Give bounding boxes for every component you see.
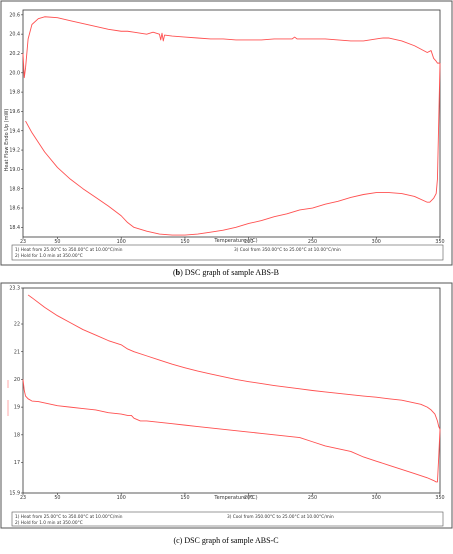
b-ytick-label: 19.4 <box>9 128 20 134</box>
c-xtick-label: 23 <box>20 495 26 501</box>
b-ytick-label: 19.2 <box>9 148 20 154</box>
chart-b: 18.4 18.6 18.8 19.0 19.2 19.4 19.6 19.8 20.0 20.2… <box>0 0 453 266</box>
b-ytick-label: 18.4 <box>9 225 20 231</box>
c-ytick-label: 19 <box>14 405 20 411</box>
c-series-heating <box>22 379 441 483</box>
b-series-heat <box>22 16 440 79</box>
c-ytick-label: 17 <box>14 460 20 466</box>
b-ytick-label: 19.0 <box>9 167 20 173</box>
b-ytick-label: 19.8 <box>9 90 20 96</box>
b-ytick-label: 18.6 <box>9 206 20 212</box>
b-xtick-label: 23 <box>20 239 26 245</box>
c-ytick-label: 15.9 <box>9 491 20 497</box>
chart-c: 15.9 17 18 19 20 21 22 23.3 23 50 100 150 200 250 300… <box>0 282 453 529</box>
b-ytick-label: 20.0 <box>9 70 20 76</box>
b-ytick-label: 20.4 <box>9 32 20 38</box>
c-ytick-label: 20 <box>14 377 20 383</box>
b-ytick-label: 20.6 <box>9 12 20 18</box>
b-xtick-label: 50 <box>54 239 60 245</box>
b-ytick-label: 19.6 <box>9 109 20 115</box>
b-xtick-label: 100 <box>117 239 126 245</box>
chart-b-plot-area <box>22 9 441 238</box>
chart-c-segment-2: 2) Hold for 1.0 min at 350.00°C <box>15 520 83 526</box>
chart-b-segment-2: 2) Hold for 1.0 min at 350.00°C <box>15 253 83 259</box>
chart-b-frame <box>0 0 453 266</box>
chart-c-segment-box <box>11 511 444 527</box>
c-xtick-label: 100 <box>117 495 126 501</box>
c-xtick-label: 250 <box>308 495 317 501</box>
c-ytick-label: 23.3 <box>9 286 20 292</box>
c-xtick-label: 350 <box>435 495 444 501</box>
b-xtick-label: 250 <box>308 239 317 245</box>
c-ytick-label: 21 <box>14 349 20 355</box>
b-series-cool <box>25 63 441 236</box>
c-xtick-label: 300 <box>372 495 381 501</box>
c-xtick-label: 200 <box>244 495 253 501</box>
c-xtick-label: 150 <box>180 495 189 501</box>
chart-c-segment-3: 3) Cool from 350.00°C to 25.00°C at 10.0… <box>227 514 334 520</box>
b-xtick-label: 350 <box>435 239 444 245</box>
chart-c-plot-area <box>22 287 441 494</box>
chart-b-ylabel: Heat Flow Endo Up (mW) <box>4 109 10 172</box>
chart-c-xlabel: Temperature (°C) <box>213 495 257 501</box>
b-xtick-label: 150 <box>180 239 189 245</box>
chart-b-segment-box <box>11 244 444 261</box>
c-xtick-label: 50 <box>54 495 60 501</box>
chart-c-segment-1: 1) Heat from 25.00°C to 350.00°C at 10.0… <box>15 514 123 520</box>
c-series-cooling <box>27 294 441 430</box>
chart-c-frame <box>0 282 453 529</box>
b-ytick-label: 18.8 <box>9 186 20 192</box>
chart-c-caption: (c) DSC graph of sample ABS-C <box>173 536 278 545</box>
b-xtick-label: 300 <box>372 239 381 245</box>
c-ytick-label: 18 <box>14 432 20 438</box>
chart-b-xlabel: Temperature (°C) <box>213 238 257 244</box>
c-ytick-label: 22 <box>14 322 20 328</box>
chart-b-caption: (b) DSC graph of sample ABS-B <box>173 268 279 277</box>
b-xtick-label: 200 <box>244 239 253 245</box>
chart-b-segment-1: 1) Heat from 25.00°C to 350.00°C at 10.0… <box>15 247 123 253</box>
b-ytick-label: 20.2 <box>9 51 20 57</box>
chart-b-segment-3: 3) Cool from 350.00°C to 25.00°C at 10.0… <box>234 247 341 253</box>
